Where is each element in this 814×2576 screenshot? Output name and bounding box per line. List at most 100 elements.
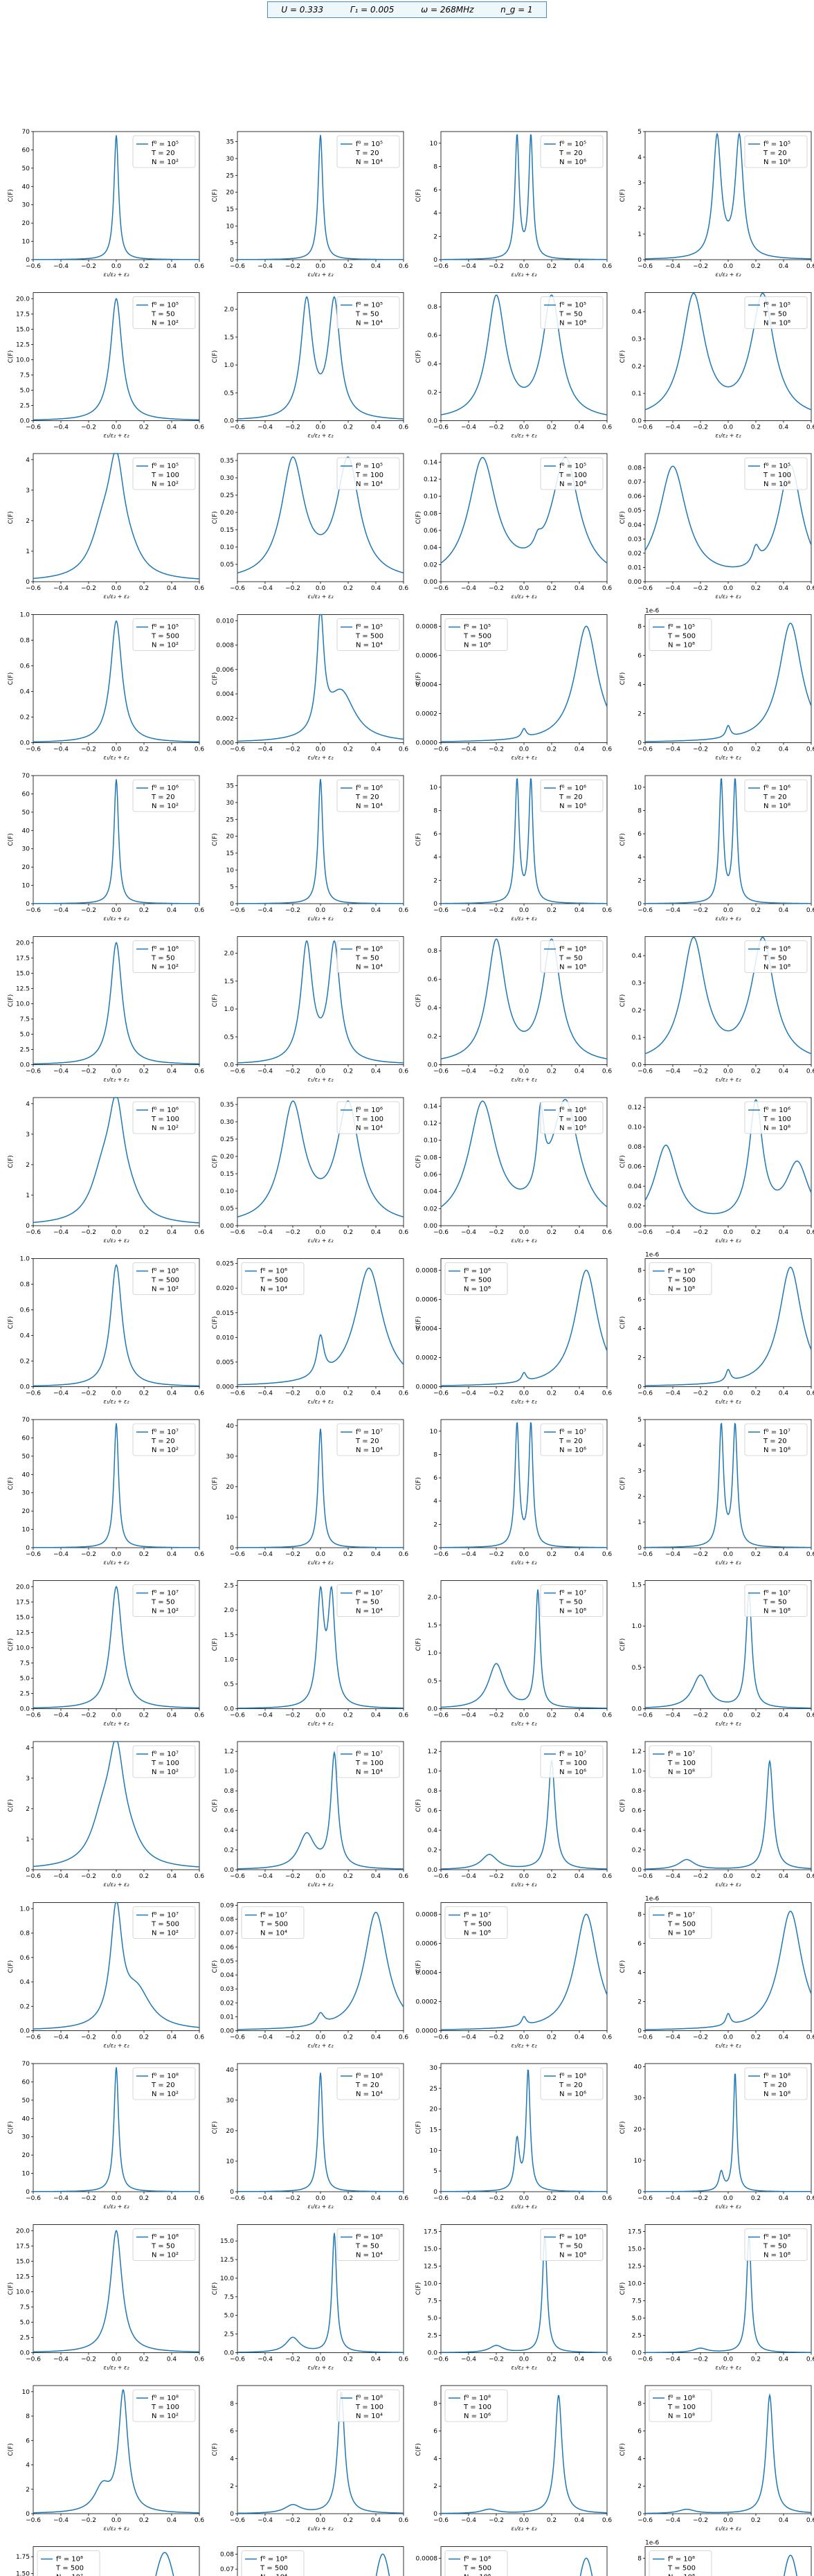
y-tick-label: 0.30 <box>220 475 234 482</box>
x-tick-label: −0.2 <box>489 2034 504 2041</box>
legend-entry: N = 10² <box>152 481 179 488</box>
legend-entry: f⁰ = 10⁶ <box>763 946 790 954</box>
x-tick-label: 0.4 <box>779 2195 789 2202</box>
y-tick-label: 10.0 <box>16 1645 30 1652</box>
y-tick-label: 0.0000 <box>416 2028 438 2035</box>
series-line <box>645 1267 812 1386</box>
x-tick-label: −0.4 <box>665 1229 680 1236</box>
legend-entry: f⁰ = 10⁶ <box>260 1268 287 1276</box>
y-tick-label: 0 <box>433 901 437 908</box>
x-tick-label: 0.2 <box>547 1068 557 1075</box>
x-tick-label: 0.0 <box>316 2195 326 2202</box>
y-tick-label: 0.0 <box>428 2350 438 2357</box>
legend-box <box>540 296 604 329</box>
legend-entry: N = 10⁶ <box>464 2413 491 2420</box>
x-tick-label: 0.0 <box>111 907 122 914</box>
x-tick-label: −0.4 <box>257 1551 273 1558</box>
y-tick-label: 2 <box>433 1521 437 1528</box>
legend-entry: f⁰ = 10⁶ <box>668 1268 695 1276</box>
x-tick-label: 0.4 <box>779 2034 789 2041</box>
legend-box <box>336 618 400 651</box>
x-tick-label: 0.6 <box>602 585 613 592</box>
y-tick-label: 2.0 <box>428 1595 438 1602</box>
y-tick-label: 0.07 <box>220 2566 234 2573</box>
legend-entry: f⁰ = 10⁷ <box>464 1912 491 1920</box>
legend-entry: N = 10⁶ <box>559 2091 586 2098</box>
y-tick-label: 0.8 <box>428 1788 438 1795</box>
x-tick-label: 0.0 <box>111 1068 122 1075</box>
y-tick-label: 2.0 <box>224 307 235 314</box>
x-axis-label: ε₁/ε₂ + ε₂ <box>307 593 334 600</box>
x-tick-label: 0.4 <box>371 2034 381 2041</box>
legend-entry: T = 20 <box>763 794 787 801</box>
x-tick-label: −0.4 <box>257 1229 273 1236</box>
legend-entry: T = 500 <box>667 1921 696 1929</box>
legend-entry: N = 10⁸ <box>763 1447 790 1454</box>
x-tick-label: 0.6 <box>399 585 409 592</box>
x-tick-label: −0.2 <box>693 2356 708 2363</box>
series-line <box>440 1589 607 1709</box>
series-line <box>645 778 811 904</box>
legend-entry: T = 100 <box>151 2404 179 2411</box>
series-line <box>440 456 608 564</box>
x-tick-label: −0.2 <box>693 1712 708 1719</box>
y-tick-label: 5 <box>637 1417 642 1424</box>
panel-r7-c0: −0.6 −0.4 −0.2 0.0 0.2 0.4 0.6 0.0 0.2 0.4 0.6 0.8 1… <box>8 1256 204 1405</box>
x-tick-label: −0.6 <box>26 2356 41 2363</box>
y-tick-label: 0.08 <box>628 1144 642 1151</box>
legend-box <box>744 2067 808 2100</box>
x-tick-label: 0.4 <box>779 1712 789 1719</box>
y-tick-label: 2 <box>433 2483 437 2490</box>
panel-r1-c1: −0.6 −0.4 −0.2 0.0 0.2 0.4 0.6 0.0 0.5 1.0 1.5 2.0 ε… <box>212 292 408 439</box>
y-tick-label: 4 <box>637 1442 642 1449</box>
y-tick-label: 0 <box>637 257 642 264</box>
y-tick-label: 20.0 <box>16 1584 30 1591</box>
y-axis-label: C(F) <box>619 1799 626 1812</box>
x-tick-label: 0.4 <box>371 907 381 914</box>
y-tick-label: 2.5 <box>224 1583 234 1590</box>
legend-entry: T = 500 <box>355 633 383 641</box>
series-line <box>644 132 812 260</box>
y-axis-label: C(F) <box>8 1799 15 1812</box>
y-axis-label: C(F) <box>212 350 219 363</box>
legend-entry: N = 10⁴ <box>356 964 383 972</box>
legend-box <box>132 1584 196 1617</box>
legend-entry: T = 20 <box>151 794 175 801</box>
x-tick-label: −0.4 <box>257 1873 273 1880</box>
y-tick-label: 50 <box>22 810 30 816</box>
y-tick-label: 0.1 <box>632 1035 642 1041</box>
x-tick-label: 0.0 <box>316 2517 326 2524</box>
legend-box <box>132 1423 196 1456</box>
legend-entry: N = 10² <box>56 2574 83 2576</box>
y-tick-label: 10.0 <box>220 2275 234 2282</box>
legend-entry: T = 100 <box>559 472 587 479</box>
legend-box <box>649 2389 712 2422</box>
x-tick-label: 0.2 <box>751 907 761 914</box>
x-tick-label: 0.0 <box>519 907 530 914</box>
series-line <box>33 298 199 421</box>
x-tick-label: 0.4 <box>167 746 177 753</box>
legend-entry: T = 20 <box>559 794 583 801</box>
panel-r8-c1: −0.6 −0.4 −0.2 0.0 0.2 0.4 0.6 0 10 20 30 40 ε₁/ε₂ +… <box>212 1419 409 1566</box>
x-tick-label: 0.2 <box>547 263 557 270</box>
y-tick-label: 0.02 <box>424 1206 437 1213</box>
x-axis-label: ε₁/ε₂ + ε₂ <box>715 1559 741 1566</box>
x-tick-label: −0.4 <box>665 585 680 592</box>
y-tick-label: 2.0 <box>224 1607 235 1614</box>
legend-entry: N = 10⁴ <box>356 2413 383 2420</box>
y-tick-label: 1.0 <box>428 1650 438 1657</box>
y-tick-label: 10 <box>22 883 30 890</box>
x-tick-label: −0.2 <box>489 2356 504 2363</box>
y-tick-label: 7.5 <box>20 2304 30 2311</box>
y-tick-label: 0.07 <box>628 479 642 486</box>
y-tick-label: 0.0 <box>224 1062 235 1069</box>
legend-entry: T = 50 <box>151 311 175 319</box>
x-tick-label: −0.4 <box>257 2034 273 2041</box>
x-tick-label: −0.4 <box>665 2195 680 2202</box>
y-axis-label: C(F) <box>415 833 422 846</box>
x-tick-label: 0.6 <box>399 1551 409 1558</box>
legend-entry: N = 10⁶ <box>559 481 586 488</box>
x-tick-label: −0.4 <box>461 2034 476 2041</box>
y-tick-label: 0.25 <box>220 1136 234 1143</box>
